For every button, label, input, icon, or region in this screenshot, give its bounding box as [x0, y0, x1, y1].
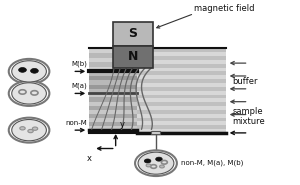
Circle shape — [146, 164, 151, 167]
Bar — [89, 80, 136, 85]
Bar — [89, 71, 136, 76]
Circle shape — [31, 68, 38, 73]
Circle shape — [32, 127, 38, 130]
Bar — [89, 85, 136, 89]
Text: magnetic field: magnetic field — [194, 4, 255, 13]
Bar — [136, 71, 226, 75]
Circle shape — [9, 118, 50, 143]
Bar — [89, 93, 136, 97]
Bar — [89, 110, 136, 114]
Bar — [89, 67, 136, 71]
Text: S: S — [128, 27, 137, 40]
Circle shape — [161, 160, 167, 164]
Bar — [113, 46, 153, 68]
Bar — [136, 60, 226, 64]
Circle shape — [12, 83, 46, 104]
Bar — [136, 121, 226, 125]
Bar — [89, 102, 136, 106]
Bar — [136, 68, 226, 71]
Bar — [89, 126, 136, 130]
Circle shape — [151, 165, 157, 168]
Bar — [136, 91, 226, 95]
Bar — [89, 62, 136, 67]
Bar — [89, 89, 136, 93]
Bar — [136, 79, 226, 83]
Bar — [113, 22, 153, 46]
Bar — [136, 106, 226, 110]
Bar — [89, 97, 136, 102]
Bar — [136, 75, 226, 79]
Bar — [89, 53, 136, 58]
Text: M(a): M(a) — [71, 82, 87, 89]
Circle shape — [160, 165, 164, 168]
Circle shape — [12, 61, 46, 82]
Bar — [136, 56, 226, 60]
Bar — [89, 122, 136, 126]
Bar — [152, 131, 160, 134]
Bar — [136, 95, 226, 98]
Text: buffer: buffer — [232, 77, 258, 86]
Bar — [89, 118, 136, 122]
Bar — [136, 83, 226, 87]
Text: M(b): M(b) — [71, 60, 87, 67]
Text: N: N — [128, 50, 138, 63]
Bar — [136, 117, 226, 121]
Circle shape — [19, 68, 26, 72]
Circle shape — [9, 81, 50, 106]
Circle shape — [144, 159, 151, 163]
Circle shape — [19, 90, 26, 94]
Bar — [136, 125, 226, 129]
Bar — [89, 48, 136, 53]
Bar — [89, 130, 136, 133]
Text: sample
mixture: sample mixture — [232, 107, 265, 126]
Bar — [136, 98, 226, 102]
Circle shape — [20, 127, 25, 130]
Bar — [89, 76, 136, 80]
Bar — [89, 58, 136, 62]
Bar — [136, 52, 226, 56]
Circle shape — [12, 120, 46, 141]
Circle shape — [138, 152, 174, 174]
Bar — [89, 106, 136, 110]
Bar — [89, 114, 136, 118]
Bar — [136, 64, 226, 68]
Bar — [136, 129, 226, 133]
Circle shape — [156, 157, 162, 161]
Circle shape — [31, 91, 38, 95]
Circle shape — [135, 150, 177, 176]
Bar — [136, 102, 226, 106]
Text: y: y — [120, 120, 125, 129]
Bar — [136, 48, 226, 52]
Text: x: x — [87, 154, 92, 163]
Text: non-M, M(a), M(b): non-M, M(a), M(b) — [182, 160, 244, 166]
Bar — [136, 110, 226, 114]
Bar — [136, 87, 226, 91]
Circle shape — [9, 59, 50, 84]
Bar — [136, 114, 226, 117]
Text: non-M: non-M — [65, 120, 87, 126]
Circle shape — [28, 129, 33, 133]
